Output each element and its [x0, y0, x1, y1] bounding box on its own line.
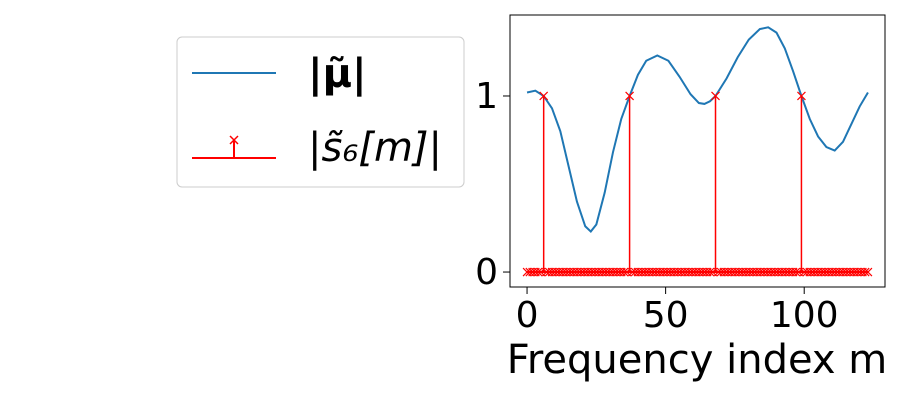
stem-marker: [711, 91, 720, 101]
stem-marker: [539, 91, 549, 101]
stem-marker: [619, 267, 629, 277]
x-axis-label: Frequency index m: [507, 337, 887, 383]
legend-stem-marker: [229, 135, 239, 145]
x-tick-label: 100: [770, 295, 839, 336]
data-line: [526, 26, 869, 234]
stem-marker: [533, 267, 543, 277]
plot-frame: [509, 14, 886, 288]
y-tick-label: 1: [475, 76, 498, 117]
stem-marker: [791, 267, 801, 277]
legend-label: |s̃₆[m]|: [308, 125, 442, 171]
legend: |μ̃| |s̃₆[m]|: [176, 36, 465, 188]
stem-marker: [625, 91, 635, 101]
stem-marker: [797, 91, 806, 101]
x-tick-label: 0: [516, 295, 539, 336]
y-tick-label: 0: [475, 252, 498, 293]
legend-box: [176, 36, 465, 188]
stem-marker: [863, 267, 873, 277]
stem-marker: [705, 267, 715, 277]
stem-marker: [860, 267, 870, 277]
x-tick-label: 50: [643, 295, 689, 336]
legend-label: |μ̃|: [308, 51, 367, 98]
